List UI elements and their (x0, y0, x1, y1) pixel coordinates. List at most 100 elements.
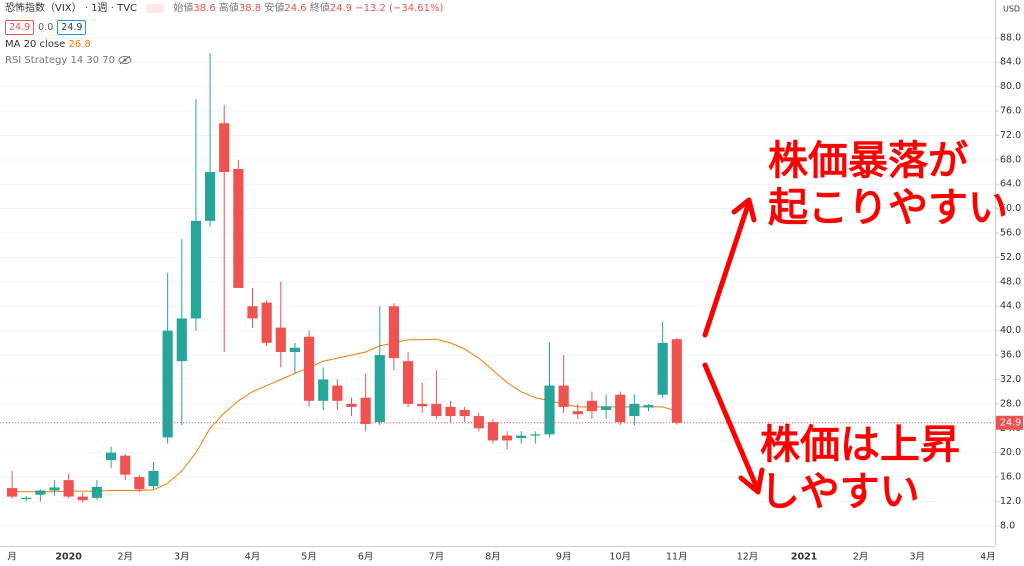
candle-body (572, 411, 583, 415)
candle-body (219, 123, 230, 173)
candle-body (77, 496, 88, 501)
legend-title: 恐怖指数（VIX） · 1週 · TVC 始値38.6 高値38.8 安値24.… (5, 3, 444, 14)
candle-body (417, 403, 428, 407)
spread: 0.0 (38, 22, 54, 33)
y-tick-label: 48.0 (1000, 276, 1021, 287)
candle-body (558, 385, 569, 407)
x-tick-label: 2月 (853, 552, 869, 563)
close-value: 24.9 (329, 3, 353, 14)
y-tick-label: 32.0 (1000, 374, 1021, 385)
y-tick-label: 80.0 (1000, 81, 1021, 92)
candle-body (671, 339, 682, 423)
y-tick-label: 68.0 (1000, 154, 1021, 165)
candle-body (643, 405, 654, 408)
y-tick-label: 28.0 (1000, 398, 1021, 409)
candle-body (360, 397, 371, 424)
title: 恐怖指数（VIX） (5, 3, 82, 14)
arrow-up (702, 202, 751, 338)
y-tick-label: 52.0 (1000, 252, 1021, 263)
candle-body (459, 409, 470, 417)
candle-body (233, 168, 244, 288)
candle-body (190, 220, 202, 319)
sell-box[interactable]: 24.9 (5, 20, 35, 35)
y-tick-label: 16.0 (1000, 472, 1021, 483)
candle-body (388, 306, 400, 359)
x-tick-label: 3月 (174, 552, 190, 563)
candle-body (332, 385, 343, 401)
arrow-down-head (738, 467, 765, 495)
eye-icon[interactable] (118, 55, 132, 65)
candle-body (134, 477, 145, 490)
buy-box[interactable]: 24.9 (57, 20, 87, 35)
x-tick-label: 2月 (117, 552, 133, 563)
candle-body (473, 416, 484, 429)
x-tick-label: 5月 (301, 552, 317, 563)
ma-value: 26.8 (68, 39, 91, 50)
candle-body (318, 379, 329, 401)
change: −13.2 (−34.61%) (355, 3, 444, 14)
candle-body (516, 435, 527, 439)
x-tick-label: 4月 (980, 552, 996, 563)
y-tick-label: 12.0 (1000, 496, 1021, 507)
y-tick-label: 56.0 (1000, 228, 1021, 239)
candle-body (402, 361, 414, 404)
ma-legend: MA 20 close 26.8 (5, 38, 91, 52)
annotation: 株価は上昇 (760, 422, 960, 468)
y-tick-label: 40.0 (1000, 325, 1021, 336)
indicator: RSI Strategy 14 30 70 (5, 55, 115, 66)
x-tick-label: 10月 (609, 552, 631, 563)
candle-body (431, 403, 442, 417)
candle-body (530, 434, 541, 436)
interval: 1週 (91, 3, 108, 14)
price-boxes: 24.9 0.0 24.9 (5, 20, 90, 35)
candle-body (586, 400, 598, 412)
candle-body (501, 435, 513, 441)
candle-body (275, 327, 286, 353)
y-tick-label: 72.0 (1000, 130, 1021, 141)
y-tick-label: 88.0 (1000, 32, 1021, 43)
candle-body (261, 302, 272, 343)
candle-body (63, 480, 74, 497)
low-label: 安値 (264, 3, 285, 14)
annotation: 起こりやすい (768, 185, 1008, 231)
last-price-box (996, 415, 1023, 430)
annotation: しやすい (760, 469, 920, 515)
currency: USD (1003, 5, 1020, 14)
close-label: 終値 (309, 3, 330, 14)
candle-body (162, 330, 173, 438)
toggle[interactable] (146, 3, 165, 13)
arrow-up-head (731, 197, 757, 223)
candle-body (49, 487, 60, 491)
candle-body (91, 486, 103, 498)
last-price-label: 24.9 (1000, 417, 1021, 428)
candle-body (176, 318, 187, 362)
open-value: 38.6 (193, 3, 216, 14)
source: TVC (117, 3, 138, 14)
candle-body (445, 406, 456, 417)
candle-body (487, 422, 499, 441)
open-label: 始値 (173, 3, 194, 14)
y-tick-label: 36.0 (1000, 350, 1021, 361)
arrow-down (702, 362, 760, 491)
candle-body (204, 172, 216, 221)
y-tick-label: 8.0 (1000, 520, 1015, 531)
y-tick-label: 76.0 (1000, 106, 1021, 117)
x-tick-label: 3月 (909, 552, 925, 563)
x-tick-label: 6月 (358, 552, 374, 563)
candle-body (289, 347, 301, 353)
y-tick-label: 64.0 (1000, 179, 1021, 190)
annotation: 株価暴落が (768, 138, 968, 184)
high-value: 38.8 (238, 3, 262, 14)
candle-body (6, 488, 18, 497)
x-tick-label: 4月 (245, 552, 261, 563)
candle-body (21, 497, 32, 500)
y-tick-label: 84.0 (1000, 57, 1021, 68)
ma-name: MA 20 close (5, 39, 66, 50)
candle-body (544, 385, 555, 435)
y-tick-label: 20.0 (1000, 447, 1021, 458)
x-tick-label: 12月 (737, 552, 759, 563)
indicator-legend: RSI Strategy 14 30 70 (5, 54, 132, 68)
candle-body (120, 455, 131, 475)
